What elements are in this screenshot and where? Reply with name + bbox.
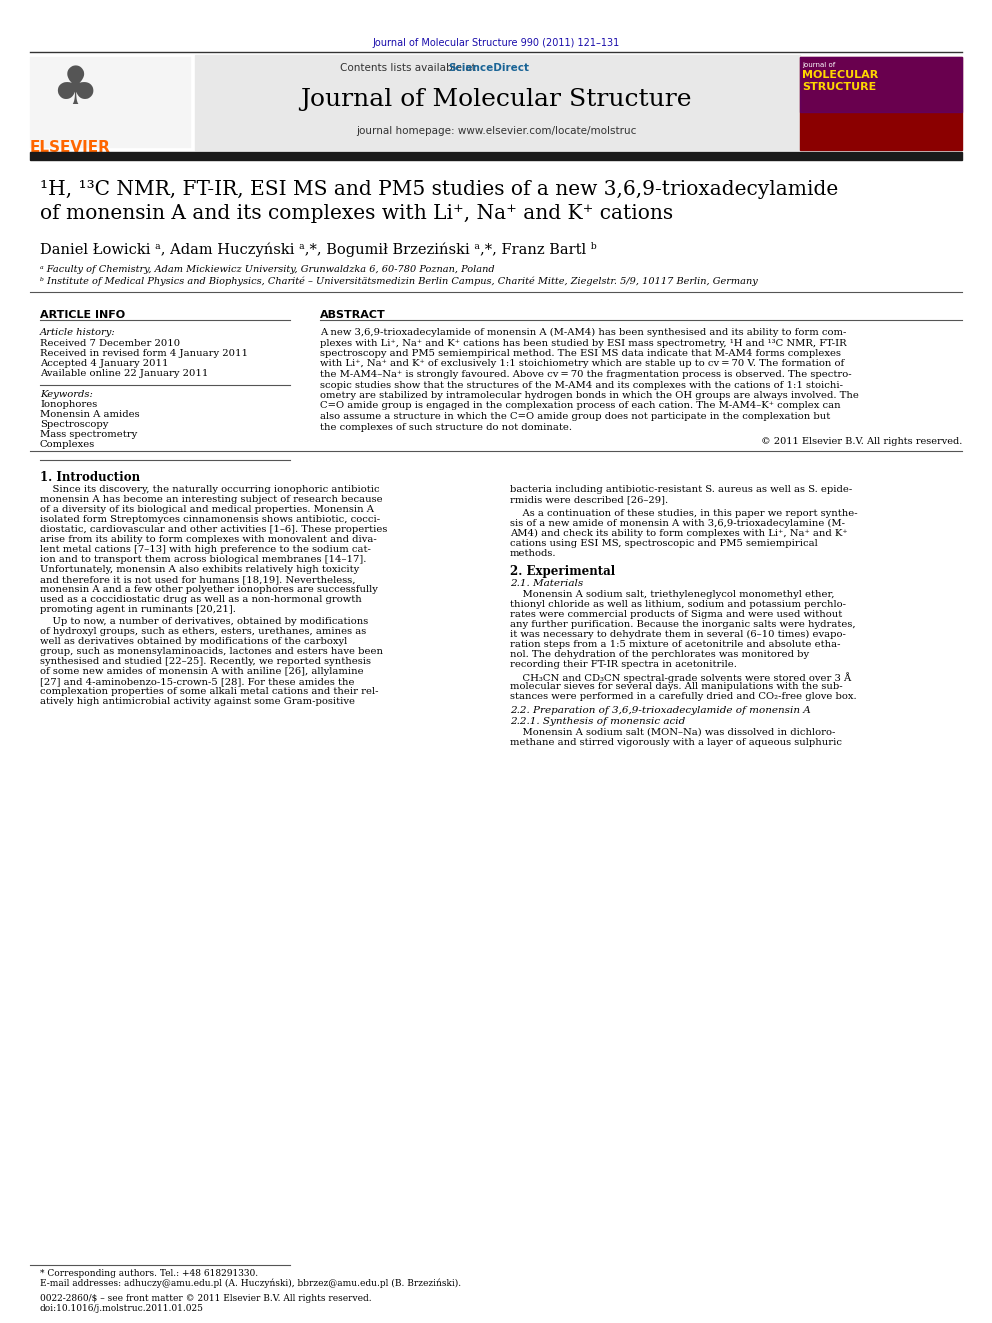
Bar xyxy=(800,57,962,112)
Text: any further purification. Because the inorganic salts were hydrates,: any further purification. Because the in… xyxy=(510,620,856,628)
Text: Complexes: Complexes xyxy=(40,441,95,448)
Text: lent metal cations [7–13] with high preference to the sodium cat-: lent metal cations [7–13] with high pref… xyxy=(40,545,371,554)
Text: * Corresponding authors. Tel.: +48 618291330.: * Corresponding authors. Tel.: +48 61829… xyxy=(40,1269,258,1278)
Text: Monensin A sodium salt (MON–Na) was dissolved in dichloro-: Monensin A sodium salt (MON–Na) was diss… xyxy=(510,728,835,737)
Text: ELSEVIER: ELSEVIER xyxy=(30,140,111,155)
Text: of hydroxyl groups, such as ethers, esters, urethanes, amines as: of hydroxyl groups, such as ethers, este… xyxy=(40,627,366,636)
Text: ᵇ Institute of Medical Physics and Biophysics, Charité – Universitätsmedizin Ber: ᵇ Institute of Medical Physics and Bioph… xyxy=(40,277,758,287)
Text: rates were commercial products of Sigma and were used without: rates were commercial products of Sigma … xyxy=(510,610,842,619)
Text: recording their FT-IR spectra in acetonitrile.: recording their FT-IR spectra in acetoni… xyxy=(510,660,737,669)
Text: promoting agent in ruminants [20,21].: promoting agent in ruminants [20,21]. xyxy=(40,605,236,614)
Text: CH₃CN and CD₃CN spectral-grade solvents were stored over 3 Å: CH₃CN and CD₃CN spectral-grade solvents … xyxy=(510,672,851,683)
Text: bacteria including antibiotic-resistant S. aureus as well as S. epide-: bacteria including antibiotic-resistant … xyxy=(510,486,852,493)
Text: Since its discovery, the naturally occurring ionophoric antibiotic: Since its discovery, the naturally occur… xyxy=(40,486,380,493)
Text: diostatic, cardiovascular and other activities [1–6]. These properties: diostatic, cardiovascular and other acti… xyxy=(40,525,387,534)
Text: 2.2. Preparation of 3,6,9-trioxadecylamide of monensin A: 2.2. Preparation of 3,6,9-trioxadecylami… xyxy=(510,706,810,714)
Text: synthesised and studied [22–25]. Recently, we reported synthesis: synthesised and studied [22–25]. Recentl… xyxy=(40,658,371,665)
Text: and therefore it is not used for humans [18,19]. Nevertheless,: and therefore it is not used for humans … xyxy=(40,576,355,583)
Text: monensin A has become an interesting subject of research because: monensin A has become an interesting sub… xyxy=(40,495,383,504)
Text: the M-AM4–Na⁺ is strongly favoured. Above cv = 70 the fragmentation process is o: the M-AM4–Na⁺ is strongly favoured. Abov… xyxy=(320,370,851,378)
Text: of some new amides of monensin A with aniline [26], allylamine: of some new amides of monensin A with an… xyxy=(40,667,364,676)
Text: Received in revised form 4 January 2011: Received in revised form 4 January 2011 xyxy=(40,349,248,359)
Text: arise from its ability to form complexes with monovalent and diva-: arise from its ability to form complexes… xyxy=(40,534,377,544)
Text: methane and stirred vigorously with a layer of aqueous sulphuric: methane and stirred vigorously with a la… xyxy=(510,738,842,747)
Text: atively high antimicrobial activity against some Gram-positive: atively high antimicrobial activity agai… xyxy=(40,697,355,706)
Text: [27] and 4-aminobenzo-15-crown-5 [28]. For these amides the: [27] and 4-aminobenzo-15-crown-5 [28]. F… xyxy=(40,677,354,687)
Text: ᵃ Faculty of Chemistry, Adam Mickiewicz University, Grunwaldzka 6, 60-780 Poznan: ᵃ Faculty of Chemistry, Adam Mickiewicz … xyxy=(40,265,495,274)
Text: methods.: methods. xyxy=(510,549,557,558)
Text: scopic studies show that the structures of the M-AM4 and its complexes with the : scopic studies show that the structures … xyxy=(320,381,843,389)
Text: ARTICLE INFO: ARTICLE INFO xyxy=(40,310,125,320)
Text: Mass spectrometry: Mass spectrometry xyxy=(40,430,137,439)
Text: ometry are stabilized by intramolecular hydrogen bonds in which the OH groups ar: ometry are stabilized by intramolecular … xyxy=(320,392,859,400)
Text: Journal of Molecular Structure 990 (2011) 121–131: Journal of Molecular Structure 990 (2011… xyxy=(372,38,620,48)
Text: ♣: ♣ xyxy=(52,64,98,115)
Text: also assume a structure in which the C=O amide group does not participate in the: also assume a structure in which the C=O… xyxy=(320,411,830,421)
Text: doi:10.1016/j.molstruc.2011.01.025: doi:10.1016/j.molstruc.2011.01.025 xyxy=(40,1304,204,1312)
Bar xyxy=(30,57,190,147)
Text: C=O amide group is engaged in the complexation process of each cation. The M-AM4: C=O amide group is engaged in the comple… xyxy=(320,401,840,410)
Text: ion and to transport them across biological membranes [14–17].: ion and to transport them across biologi… xyxy=(40,556,366,564)
Text: nol. The dehydration of the perchlorates was monitored by: nol. The dehydration of the perchlorates… xyxy=(510,650,809,659)
Text: ScienceDirect: ScienceDirect xyxy=(447,64,529,73)
Text: ration steps from a 1:5 mixture of acetonitrile and absolute etha-: ration steps from a 1:5 mixture of aceto… xyxy=(510,640,840,650)
Text: 2. Experimental: 2. Experimental xyxy=(510,565,615,578)
Text: MOLECULAR
STRUCTURE: MOLECULAR STRUCTURE xyxy=(802,70,878,91)
Text: 1. Introduction: 1. Introduction xyxy=(40,471,140,484)
Text: As a continuation of these studies, in this paper we report synthe-: As a continuation of these studies, in t… xyxy=(510,509,858,519)
Text: Accepted 4 January 2011: Accepted 4 January 2011 xyxy=(40,359,169,368)
Text: Unfortunately, monensin A also exhibits relatively high toxicity: Unfortunately, monensin A also exhibits … xyxy=(40,565,359,574)
Text: with Li⁺, Na⁺ and K⁺ of exclusively 1:1 stoichiometry which are stable up to cv : with Li⁺, Na⁺ and K⁺ of exclusively 1:1 … xyxy=(320,360,844,369)
Text: sis of a new amide of monensin A with 3,6,9-trioxadecylamine (M-: sis of a new amide of monensin A with 3,… xyxy=(510,519,845,528)
Text: A new 3,6,9-trioxadecylamide of monensin A (M-AM4) has been synthesised and its : A new 3,6,9-trioxadecylamide of monensin… xyxy=(320,328,846,337)
Text: Ionophores: Ionophores xyxy=(40,400,97,409)
Text: it was necessary to dehydrate them in several (6–10 times) evapo-: it was necessary to dehydrate them in se… xyxy=(510,630,846,639)
Text: ABSTRACT: ABSTRACT xyxy=(320,310,386,320)
Text: group, such as monensylaminoacids, lactones and esters have been: group, such as monensylaminoacids, lacto… xyxy=(40,647,383,656)
Text: Received 7 December 2010: Received 7 December 2010 xyxy=(40,339,181,348)
Text: molecular sieves for several days. All manipulations with the sub-: molecular sieves for several days. All m… xyxy=(510,681,842,691)
Text: © 2011 Elsevier B.V. All rights reserved.: © 2011 Elsevier B.V. All rights reserved… xyxy=(761,437,962,446)
Text: ¹H, ¹³C NMR, FT-IR, ESI MS and PM5 studies of a new 3,6,9-trioxadecylamide: ¹H, ¹³C NMR, FT-IR, ESI MS and PM5 studi… xyxy=(40,180,838,198)
Bar xyxy=(800,57,962,149)
Text: of monensin A and its complexes with Li⁺, Na⁺ and K⁺ cations: of monensin A and its complexes with Li⁺… xyxy=(40,204,674,224)
Bar xyxy=(195,56,800,149)
Text: 0022-2860/$ – see front matter © 2011 Elsevier B.V. All rights reserved.: 0022-2860/$ – see front matter © 2011 El… xyxy=(40,1294,372,1303)
Text: Spectroscopy: Spectroscopy xyxy=(40,419,108,429)
Text: AM4) and check its ability to form complexes with Li⁺, Na⁺ and K⁺: AM4) and check its ability to form compl… xyxy=(510,529,847,538)
Text: Journal of Molecular Structure: Journal of Molecular Structure xyxy=(301,89,691,111)
Text: Keywords:: Keywords: xyxy=(40,390,93,400)
Text: cations using ESI MS, spectroscopic and PM5 semiempirical: cations using ESI MS, spectroscopic and … xyxy=(510,538,817,548)
Text: journal of: journal of xyxy=(802,62,835,67)
Text: Monensin A amides: Monensin A amides xyxy=(40,410,140,419)
Text: stances were performed in a carefully dried and CO₂-free glove box.: stances were performed in a carefully dr… xyxy=(510,692,857,701)
Text: isolated form Streptomyces cinnamonensis shows antibiotic, cocci-: isolated form Streptomyces cinnamonensis… xyxy=(40,515,380,524)
Text: Monensin A sodium salt, triethyleneglycol monomethyl ether,: Monensin A sodium salt, triethyleneglyco… xyxy=(510,590,834,599)
Text: of a diversity of its biological and medical properties. Monensin A: of a diversity of its biological and med… xyxy=(40,505,374,515)
Text: complexation properties of some alkali metal cations and their rel-: complexation properties of some alkali m… xyxy=(40,687,379,696)
Text: monensin A and a few other polyether ionophores are successfully: monensin A and a few other polyether ion… xyxy=(40,585,378,594)
Text: Available online 22 January 2011: Available online 22 January 2011 xyxy=(40,369,208,378)
Text: spectroscopy and PM5 semiempirical method. The ESI MS data indicate that M-AM4 f: spectroscopy and PM5 semiempirical metho… xyxy=(320,349,841,359)
Text: 2.2.1. Synthesis of monensic acid: 2.2.1. Synthesis of monensic acid xyxy=(510,717,685,726)
Text: well as derivatives obtained by modifications of the carboxyl: well as derivatives obtained by modifica… xyxy=(40,636,347,646)
Bar xyxy=(30,152,962,160)
Text: E-mail addresses: adhuczy@amu.edu.pl (A. Huczyński), bbrzez@amu.edu.pl (B. Brzez: E-mail addresses: adhuczy@amu.edu.pl (A.… xyxy=(40,1279,461,1289)
Text: 2.1. Materials: 2.1. Materials xyxy=(510,579,583,587)
Text: plexes with Li⁺, Na⁺ and K⁺ cations has been studied by ESI mass spectrometry, ¹: plexes with Li⁺, Na⁺ and K⁺ cations has … xyxy=(320,339,846,348)
Text: Article history:: Article history: xyxy=(40,328,116,337)
Text: used as a coccidiostatic drug as well as a non-hormonal growth: used as a coccidiostatic drug as well as… xyxy=(40,595,362,605)
Text: journal homepage: www.elsevier.com/locate/molstruc: journal homepage: www.elsevier.com/locat… xyxy=(356,126,636,136)
Text: thionyl chloride as well as lithium, sodium and potassium perchlo-: thionyl chloride as well as lithium, sod… xyxy=(510,601,846,609)
Text: Daniel Łowicki ᵃ, Adam Huczyński ᵃ,*, Bogumił Brzeziński ᵃ,*, Franz Bartl ᵇ: Daniel Łowicki ᵃ, Adam Huczyński ᵃ,*, Bo… xyxy=(40,242,596,257)
Text: the complexes of such structure do not dominate.: the complexes of such structure do not d… xyxy=(320,422,572,431)
Text: Contents lists available at: Contents lists available at xyxy=(340,64,479,73)
Text: rmidis were described [26–29].: rmidis were described [26–29]. xyxy=(510,495,669,504)
Text: Up to now, a number of derivatives, obtained by modifications: Up to now, a number of derivatives, obta… xyxy=(40,617,368,626)
